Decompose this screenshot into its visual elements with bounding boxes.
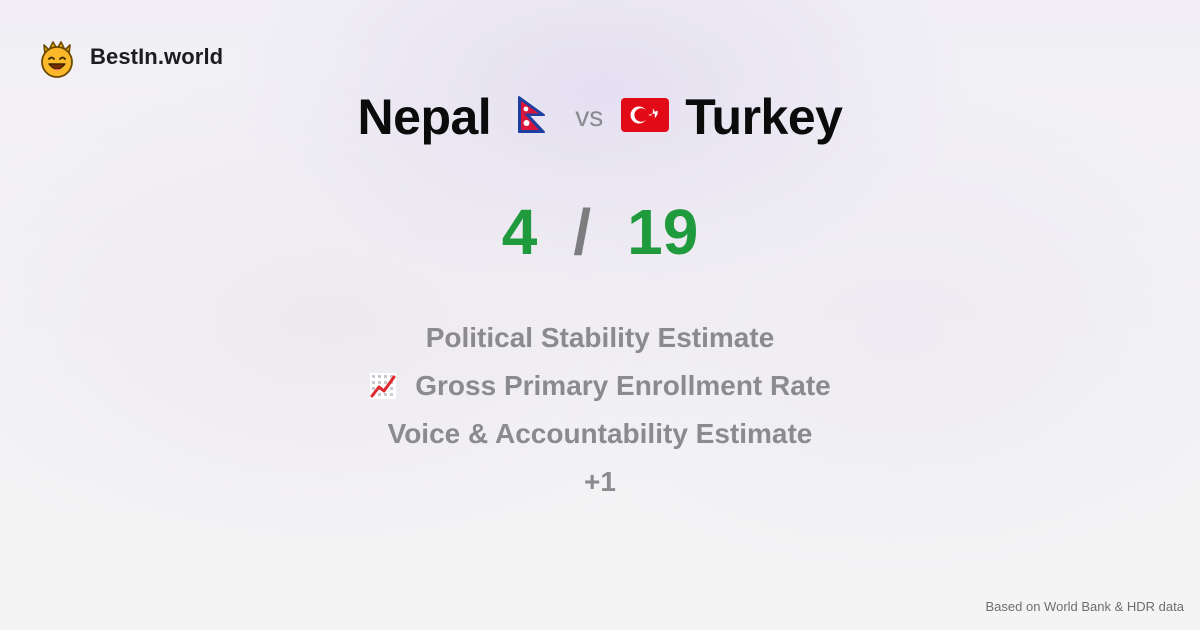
- turkey-flag-icon: [621, 97, 670, 137]
- more-metrics-count[interactable]: +1: [0, 458, 1200, 506]
- left-country-name: Nepal: [357, 89, 492, 145]
- chart-increasing-icon: [370, 373, 397, 399]
- score-display: 4 / 19: [0, 196, 1200, 268]
- metric-item: Voice & Accountability Estimate: [0, 410, 1200, 458]
- nepal-flag-icon: [517, 95, 547, 139]
- metric-list: Political Stability Estimate Gross Prima…: [0, 314, 1200, 506]
- metric-label: Gross Primary Enrollment Rate: [415, 370, 831, 401]
- score-separator: /: [573, 196, 592, 268]
- crowned-smiley-icon: [38, 36, 76, 78]
- metric-label: Voice & Accountability Estimate: [387, 418, 813, 449]
- metric-label: Political Stability Estimate: [425, 322, 775, 353]
- comparison-title: Nepal vs Turkey: [0, 86, 1200, 148]
- right-score: 19: [627, 196, 699, 268]
- left-score: 4: [501, 196, 538, 268]
- brand-header[interactable]: BestIn.world: [38, 36, 223, 78]
- brand-name: BestIn.world: [90, 44, 224, 69]
- vs-label: vs: [575, 101, 604, 132]
- data-source-note: Based on World Bank & HDR data: [985, 599, 1184, 614]
- right-country-name: Turkey: [685, 89, 843, 145]
- more-label: +1: [584, 466, 616, 497]
- metric-item: Political Stability Estimate: [0, 314, 1200, 362]
- metric-item: Gross Primary Enrollment Rate: [0, 362, 1200, 410]
